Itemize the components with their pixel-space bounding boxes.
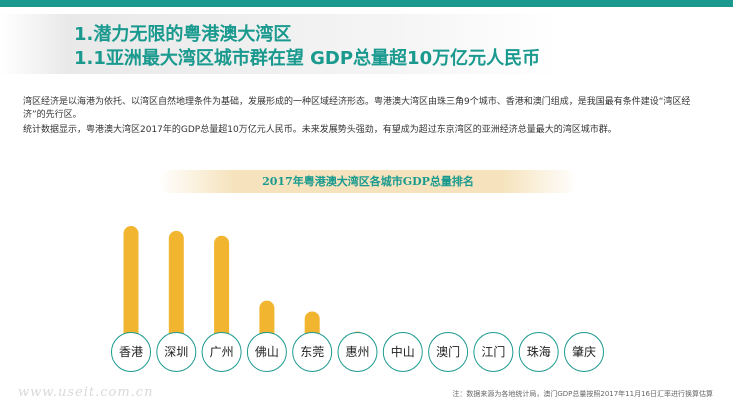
category-label: 惠州 [345,345,369,359]
category-label: 佛山 [255,345,279,359]
page-subtitle: 1.1亚洲最大湾区城市群在望 GDP总量超10万亿元人民币 [74,48,541,69]
stats-paragraph: 统计数据显示，粤港澳大湾区2017年的GDP总量超10万亿元人民币。未来发展势头… [23,125,617,135]
category-label: 澳门 [436,344,460,359]
footnote: 注：数据来源为各地统计局，澳门GDP总量按照2017年11月16日汇率进行换算估… [452,390,713,398]
category-label: 广州 [210,345,234,359]
category-badge [564,332,604,372]
chart-title: 2017年粤港澳大湾区各城市GDP总量排名 [262,175,474,188]
category-badge [111,332,151,372]
bar-香港 [123,226,139,358]
title-backdrop [0,14,560,74]
category-badge [382,332,423,372]
bar-广州 [214,235,230,358]
category-badge [246,332,287,372]
watermark: www.useit.com.cn [18,385,154,400]
top-accent-bar [0,0,733,7]
category-badge [156,332,197,372]
category-label: 香港 [119,345,143,359]
category-label: 珠海 [527,344,551,359]
category-badge [337,332,378,372]
category-label: 肇庆 [572,344,596,359]
category-label: 深圳 [164,345,188,359]
category-badge [292,332,333,372]
intro-paragraph: 湾区经济是以海港为依托、以湾区自然地理条件为基础，发展形成的一种区域经济形态。粤… [23,97,691,120]
category-badge [518,332,559,372]
bar-深圳 [168,230,184,358]
page-title: 1.潜力无限的粤港澳大湾区 [74,24,292,45]
category-badge [428,332,469,372]
category-label: 江门 [481,344,505,359]
category-badge [473,332,514,372]
chart-title-banner [158,170,578,193]
category-label: 中山 [391,344,415,359]
category-badge [201,332,242,372]
category-label: 东莞 [300,345,324,359]
